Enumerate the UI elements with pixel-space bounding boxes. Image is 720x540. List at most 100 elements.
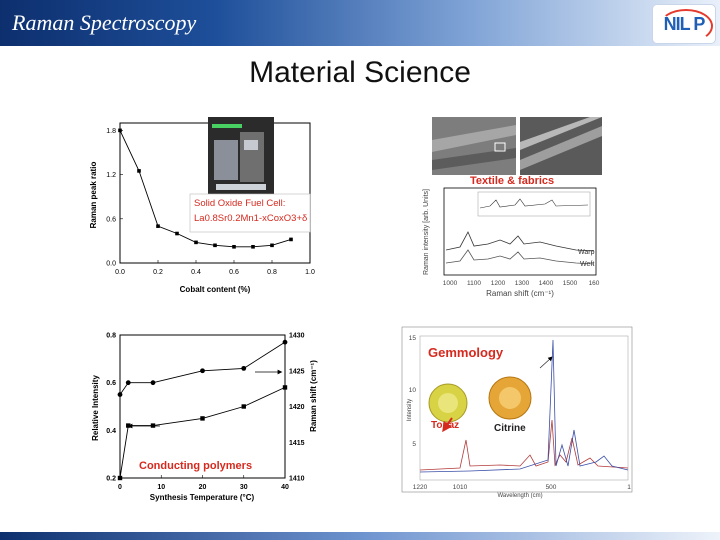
textile-xtick-label: 1300 (515, 280, 530, 287)
nilp-logo: NIL P (652, 4, 716, 44)
gem-xtick-label: 500 (546, 484, 557, 491)
sofc-inset-box (189, 193, 311, 233)
sofc-xtick-label: 0.4 (191, 269, 201, 276)
fabric-sem-photo-2 (520, 117, 602, 175)
textile-xtick-label: 1400 (539, 280, 554, 287)
polymer-xtick-label: 40 (281, 484, 289, 491)
gem-xticks: 1220 1010 500 1 (413, 484, 631, 491)
textile-xlabel: Raman shift (cm⁻¹) (486, 289, 554, 298)
textile-figure: Textile & fabrics Warp Weft 1000 1100 1200… (423, 117, 602, 298)
polymer-series (117, 339, 288, 481)
polymer-xtick-label: 10 (157, 484, 165, 491)
sofc-point (137, 169, 141, 173)
gem-xlabel: Wavelength (cm) (497, 493, 542, 499)
footer-bar (0, 532, 720, 540)
polymer-ylabel-left: Relative Intensity (91, 375, 100, 441)
polymer-series-line (119, 341, 286, 395)
sofc-xlabel: Cobalt content (%) (180, 285, 251, 294)
textile-xtick-label: 1100 (467, 280, 481, 287)
sofc-inset-line-2: La0.8Sr0.2Mn1-xCoxO3+δ (194, 213, 307, 224)
textile-xticks: 1000 1100 1200 1300 1400 1500 160 (443, 280, 600, 287)
polymer-point (200, 368, 205, 374)
gem-xtick-label: 1 (627, 484, 631, 491)
polymer-xtick-label: 0 (118, 484, 122, 491)
polymer-ytick-left-label: 0.6 (106, 380, 116, 387)
sofc-point (289, 237, 293, 242)
polymer-point (117, 392, 123, 397)
gem-arrow (539, 356, 553, 369)
header-title: Raman Spectroscopy (12, 10, 197, 35)
polymer-series-line (119, 386, 286, 479)
polymer-xlabel: Synthesis Temperature (°C) (150, 493, 255, 502)
textile-weft-line (445, 249, 595, 265)
gem-plot-frame (419, 335, 629, 481)
header-bar: Raman Spectroscopy NIL P (0, 0, 720, 46)
polymer-plot-frame (119, 334, 286, 479)
sofc-inset-line-1: Solid Oxide Fuel Cell: (194, 198, 285, 209)
sofc-ytick-label: 1.2 (106, 172, 116, 179)
polymer-ytick-right-label: 1415 (289, 440, 305, 447)
sofc-xtick-label: 1.0 (305, 269, 315, 276)
polymer-point (282, 385, 288, 390)
sofc-point (270, 243, 274, 248)
sofc-xtick-label: 0.6 (229, 269, 239, 276)
polymer-point (126, 423, 131, 428)
sofc-ylabel: Raman peak ratio (89, 162, 98, 229)
gem-yticks: 15 10 5 (409, 335, 417, 448)
fuel-cell-photo (208, 117, 274, 195)
polymer-yticks-left: 0.2 0.4 0.6 0.8 (106, 333, 116, 483)
sofc-ytick-label: 0.0 (106, 261, 116, 268)
polymer-point (125, 380, 131, 386)
gem-figure: Gemmology Topaz Citrine 15 10 5 1220 1010 50… (401, 326, 633, 499)
sofc-point (232, 244, 236, 249)
polymer-ytick-left-label: 0.8 (106, 333, 116, 340)
polymer-ytick-right-label: 1420 (289, 404, 305, 411)
sofc-xtick-label: 0.2 (153, 269, 163, 276)
textile-inset-spectra (477, 191, 591, 217)
logo-swoosh-icon (659, 9, 713, 43)
gem-ylabel: Intensity (407, 399, 413, 421)
polymer-yticks-right: 1410 1415 1420 1425 1430 (289, 333, 305, 483)
gem-xtick-label: 1010 (453, 484, 468, 491)
polymer-ytick-right-label: 1425 (289, 368, 305, 375)
topaz-arrow (442, 417, 453, 433)
textile-weft-label: Weft (580, 261, 594, 268)
polymer-ytick-right-label: 1410 (289, 476, 305, 483)
textile-warp-label: Warp (578, 249, 595, 256)
polymer-chart: 0 10 20 30 40 0.20.40.60.8 14101415142014251… (91, 333, 318, 503)
citrine-label: Citrine (494, 423, 526, 434)
sofc-ytick-label: 1.8 (106, 128, 116, 135)
slide-title: Material Science (249, 56, 471, 89)
polymer-point (282, 339, 288, 345)
sofc-point (156, 224, 160, 228)
gem-spectrum-blue (419, 339, 629, 473)
gem-xtick-label: 1220 (413, 484, 428, 491)
textile-plot-frame (443, 187, 597, 276)
polymer-label: Conducting polymers (139, 460, 252, 472)
sofc-point (175, 231, 179, 236)
sofc-xtick-label: 0.8 (267, 269, 277, 276)
textile-xtick-label: 1000 (443, 280, 458, 287)
sofc-ytick-label: 0.6 (106, 216, 116, 223)
polymer-xtick-label: 20 (199, 484, 207, 491)
textile-inset-line (479, 198, 589, 209)
polymer-point (200, 416, 205, 421)
gem-label: Gemmology (428, 345, 504, 360)
polymer-ytick-left-label: 0.2 (106, 476, 116, 483)
polymer-point (241, 404, 246, 409)
sofc-curve (119, 130, 292, 248)
polymer-ytick-right-label: 1430 (289, 333, 305, 340)
polymer-point (241, 365, 247, 371)
logo-text: NIL P (663, 14, 706, 34)
gem-ytick-label: 10 (409, 387, 417, 394)
sofc-yticks: 0.0 0.6 1.2 1.8 (106, 128, 123, 268)
sofc-chart: 0.0 0.2 0.4 0.6 0.8 1.0 0.0 0.6 1.2 1.8 Cobalt c… (89, 117, 315, 294)
sofc-point (251, 244, 255, 249)
sofc-xtick-label: 0.0 (115, 269, 125, 276)
polymer-ytick-left-label: 0.4 (106, 428, 116, 435)
gem-ytick-label: 5 (412, 441, 416, 448)
topaz-label: Topaz (431, 420, 459, 431)
textile-xtick-label: 160 (589, 280, 600, 287)
polymer-ylabel-right: Raman shift (cm⁻¹) (309, 360, 318, 432)
